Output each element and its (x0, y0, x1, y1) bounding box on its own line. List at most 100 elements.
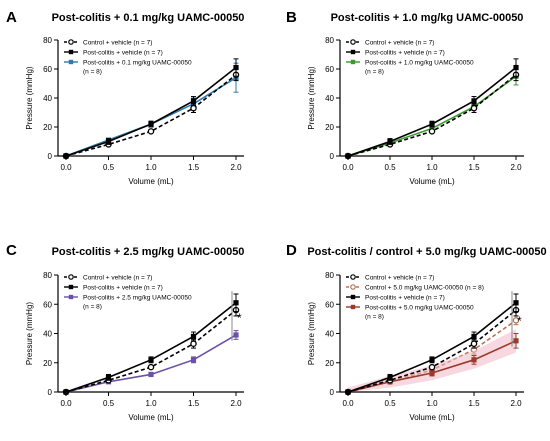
legend-marker (68, 294, 74, 300)
legend-entry: Post-colitis + 1.0 mg/kg UAMC-00050 (n = … (346, 59, 474, 75)
panel-c: C Post-colitis + 2.5 mg/kg UAMC-00050 0 20 4… (6, 242, 244, 422)
data-point (190, 340, 197, 347)
legend-marker (350, 274, 356, 280)
legend-marker (350, 59, 356, 65)
x-tick-label: 1.5 (468, 399, 480, 408)
y-axis-label: Pressure (mmHg) (25, 66, 34, 129)
x-axis-label: Volume (mL) (128, 413, 174, 422)
data-point (428, 128, 436, 135)
legend-marker (350, 49, 356, 55)
y-tick-label: 0 (330, 152, 335, 161)
y-tick-label: 80 (43, 36, 52, 45)
series-1 (62, 68, 240, 160)
y-tick-label: 20 (43, 359, 52, 368)
data-point (233, 332, 239, 338)
series-line (65, 309, 237, 393)
x-tick-label: 0.5 (384, 399, 396, 408)
legend-marker (68, 274, 74, 280)
data-point (63, 153, 69, 159)
panel-letter: A (6, 9, 17, 26)
x-tick-label: 0.0 (60, 163, 72, 172)
panel-letter: D (286, 242, 297, 259)
data-point (190, 104, 197, 112)
legend-entry: Post-colitis + vehicle (n = 7) (346, 49, 445, 56)
significance-marker: * (517, 314, 522, 328)
x-tick-label: 2.0 (230, 163, 242, 172)
x-tick-label: 0.0 (60, 399, 72, 408)
data-point (233, 64, 239, 71)
y-axis-label: Pressure (mmHg) (307, 302, 316, 365)
legend-entry: Post-colitis + 5.0 mg/kg UAMC-00050 (n = … (346, 304, 474, 320)
legend-marker (68, 49, 74, 55)
legend-entry: Control + vehicle (n = 7) (346, 274, 434, 281)
panel-title: Post-colitis + 2.5 mg/kg UAMC-00050 (52, 246, 245, 258)
legend-marker (68, 39, 74, 45)
panel-d: D Post-colitis / control + 5.0 mg/kg UAMC… (286, 242, 547, 422)
y-tick-label: 60 (325, 300, 334, 309)
legend: Control + vehicle (n = 7) Post-colitis + … (346, 39, 474, 75)
data-point (387, 374, 393, 380)
y-axis-label: Pressure (mmHg) (307, 66, 316, 129)
legend-label: Post-colitis + vehicle (n = 7) (365, 294, 445, 301)
data-point (345, 153, 351, 159)
x-axis-label: Volume (mL) (409, 177, 455, 186)
x-tick-label: 1.0 (145, 399, 157, 408)
legend-entry: Control + vehicle (n = 7) (64, 39, 152, 46)
legend-entry: Control + 5.0 mg/kg UAMC-00050 (n = 8) (346, 284, 484, 291)
legend-label: (n = 8) (83, 303, 102, 310)
legend-entry: Post-colitis + 2.5 mg/kg UAMC-00050 (n = … (64, 294, 192, 310)
legend-entry: Post-colitis + 0.1 mg/kg UAMC-00050 (n = … (64, 59, 192, 75)
series-line (65, 66, 237, 157)
x-tick-label: 1.0 (426, 399, 438, 408)
panel-letter: B (286, 9, 297, 26)
series-3 (345, 67, 519, 159)
legend-marker (350, 284, 356, 290)
series-line (65, 302, 237, 393)
x-tick-label: 1.5 (188, 163, 200, 172)
x-tick-label: 2.0 (510, 399, 522, 408)
legend-label: Control + 5.0 mg/kg UAMC-00050 (n = 8) (365, 284, 484, 291)
data-point (470, 104, 478, 112)
data-point (387, 138, 393, 145)
legend-entry: Post-colitis + vehicle (n = 7) (64, 284, 163, 291)
data-point (513, 300, 519, 306)
x-tick-label: 1.5 (188, 399, 200, 408)
data-point (148, 357, 154, 363)
x-axis-label: Volume (mL) (409, 413, 455, 422)
y-tick-label: 20 (325, 359, 334, 368)
y-tick-label: 40 (43, 330, 52, 339)
y-tick-label: 80 (325, 36, 334, 45)
series-3 (63, 62, 239, 159)
y-tick-label: 40 (325, 330, 334, 339)
data-point (148, 371, 154, 378)
series-2 (63, 293, 239, 395)
data-point (512, 317, 520, 324)
panel-a: A Post-colitis + 0.1 mg/kg UAMC-00050 0 20 4… (6, 9, 244, 186)
legend: Control + vehicle (n = 7) Post-colitis + … (64, 39, 192, 75)
legend-label: Post-colitis + vehicle (n = 7) (365, 49, 445, 56)
legend-entry: Post-colitis + vehicle (n = 7) (64, 49, 163, 56)
data-point (233, 300, 239, 306)
x-tick-label: 0.5 (103, 399, 115, 408)
data-point (148, 121, 154, 127)
series-line (65, 74, 237, 157)
significance-marker: * (237, 311, 242, 325)
data-point (190, 357, 197, 363)
panel-letter: C (6, 242, 17, 259)
data-point (471, 98, 477, 104)
y-tick-label: 40 (325, 94, 334, 103)
x-tick-label: 0.5 (103, 163, 115, 172)
x-tick-label: 0.0 (342, 163, 354, 172)
data-point (345, 389, 351, 395)
legend: Control + vehicle (n = 7) Control + 5.0 m… (346, 274, 484, 320)
data-point (471, 357, 477, 363)
x-axis-label: Volume (mL) (128, 177, 174, 186)
y-tick-label: 60 (43, 300, 52, 309)
legend-label: Control + vehicle (n = 7) (365, 39, 434, 46)
data-point (190, 333, 197, 340)
y-tick-label: 20 (43, 123, 52, 132)
y-tick-label: 20 (325, 123, 334, 132)
y-tick-label: 60 (325, 65, 334, 74)
legend-label: Post-colitis + 5.0 mg/kg UAMC-00050 (365, 304, 474, 311)
series-2 (345, 58, 519, 159)
